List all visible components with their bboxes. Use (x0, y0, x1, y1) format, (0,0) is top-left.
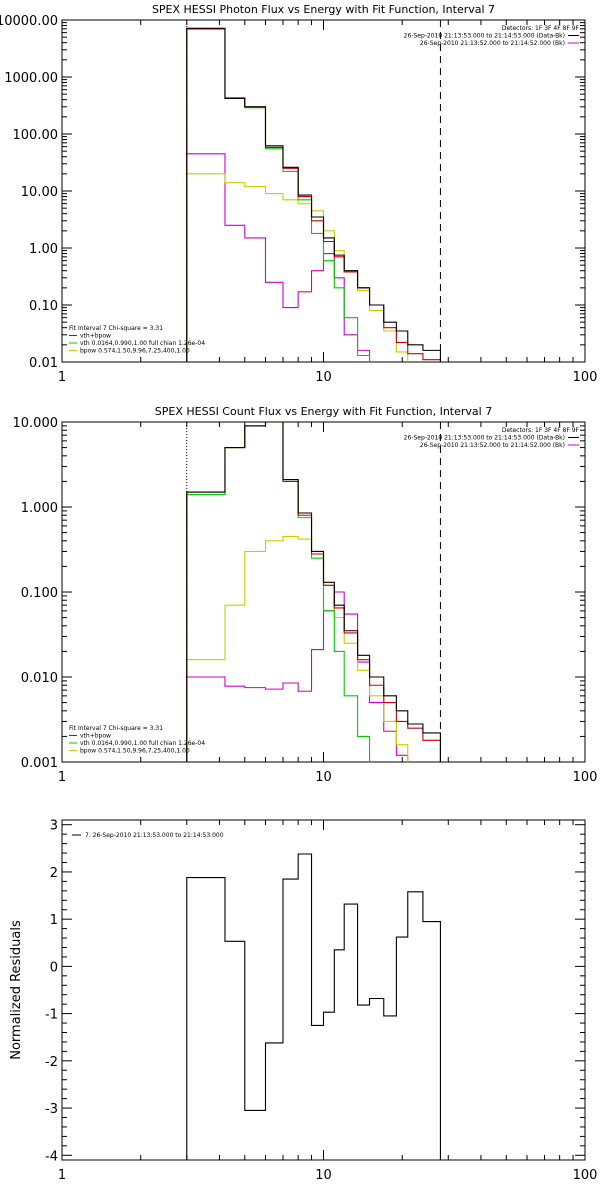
y-axis-label: Normalized Residuals (9, 920, 24, 1060)
legend-fit-header: Fit Interval 7 Chi-square = 3.31 (69, 725, 163, 732)
legend-fit-entry: vth+bpow (80, 733, 111, 740)
chart-title: SPEX HESSI Photon Flux vs Energy with Fi… (152, 3, 495, 16)
chart-panel-2: SPEX HESSI Count Flux vs Energy with Fit… (13, 405, 598, 785)
y-tick-label: 1000.00 (4, 71, 58, 86)
legend-fit-entry: vth+bpow (80, 333, 111, 340)
series-group (186, 27, 441, 362)
y-tick-label: 2 (50, 866, 58, 881)
y-tick-label: -1 (45, 1008, 58, 1023)
series-group (186, 422, 441, 762)
legend-fit-entry: vth 0.0164,0.990,1.00 full chian 1.26e-0… (80, 340, 205, 347)
series-line-1 (186, 853, 441, 1160)
y-tick-label: 3 (50, 819, 58, 834)
legend-fit-entry: vth 0.0164,0.990,1.00 full chian 1.26e-0… (80, 740, 205, 747)
y-tick-label: -4 (45, 1149, 58, 1164)
legend-fit-entry: bpow 0.574,1.50,9.96,7.25,400,1.00 (80, 348, 190, 355)
y-tick-label: 0 (50, 960, 58, 975)
legend-detectors: Detectors: 1F 3F 4F 8F 9F (502, 25, 580, 32)
x-tick-label: 1 (58, 770, 66, 785)
legend-interval: 7. 26-Sep-2010 21:13:53.000 to 21:14:53.… (85, 832, 224, 839)
y-tick-label: 1.00 (29, 242, 58, 257)
x-tick-label: 100 (573, 370, 598, 385)
legend-time-range: 26-Sep-2010 21:13:52.000 to 21:14:52.000… (420, 40, 565, 47)
y-tick-label: 0.001 (21, 756, 58, 771)
chart-title: SPEX HESSI Count Flux vs Energy with Fit… (155, 405, 492, 418)
y-tick-label: -2 (45, 1055, 58, 1070)
series-group (186, 853, 441, 1160)
legend-detectors: Detectors: 1F 3F 4F 8F 9F (502, 427, 580, 434)
y-tick-label: 0.100 (21, 586, 58, 601)
y-tick-label: -3 (45, 1102, 58, 1117)
x-tick-label: 1 (58, 1168, 66, 1183)
x-tick-label: 1 (58, 370, 66, 385)
legend-fit-header: Fit Interval 7 Chi-square = 3.31 (69, 325, 163, 332)
x-tick-label: 10 (315, 770, 332, 785)
x-tick-label: 100 (573, 1168, 598, 1183)
chart-panel-3: 1 10 100 -4 -3 -2 -1 0 1 2 3 Normalized Residuals 7.… (9, 819, 598, 1183)
legend-time-range: 26-Sep-2010 21:13:52.000 to 21:14:52.000… (420, 442, 565, 449)
series-line-1 (186, 422, 441, 762)
y-tick-label: 1 (50, 913, 58, 928)
legend-time-range: 26-Sep-2010 21:13:53.000 to 21:14:53.000… (404, 435, 565, 442)
y-tick-label: 10.000 (13, 416, 59, 431)
y-tick-label: 0.01 (29, 356, 58, 371)
plot-frame (61, 819, 586, 1161)
series-line-1 (186, 28, 441, 362)
legend-time-range: 26-Sep-2010 21:13:53.000 to 21:14:53.000… (404, 33, 565, 40)
series-line-5 (186, 153, 371, 362)
series-line-4 (186, 535, 409, 762)
y-tick-label: 1.000 (21, 501, 58, 516)
x-tick-label: 100 (573, 770, 598, 785)
x-tick-label: 10 (315, 370, 332, 385)
y-tick-label: 100.00 (13, 128, 59, 143)
y-tick-label: 10.00 (21, 185, 58, 200)
y-tick-label: 0.10 (29, 299, 58, 314)
legend-fit-entry: bpow 0.574,1.50,9.96,7.25,400,1.00 (80, 748, 190, 755)
y-tick-label: 10000.00 (0, 14, 58, 29)
plot-frame (61, 19, 586, 363)
x-tick-label: 10 (315, 1168, 332, 1183)
series-line-4 (186, 173, 409, 362)
chart-panel-1: SPEX HESSI Photon Flux vs Energy with Fi… (0, 3, 598, 385)
y-tick-label: 0.010 (21, 671, 58, 686)
